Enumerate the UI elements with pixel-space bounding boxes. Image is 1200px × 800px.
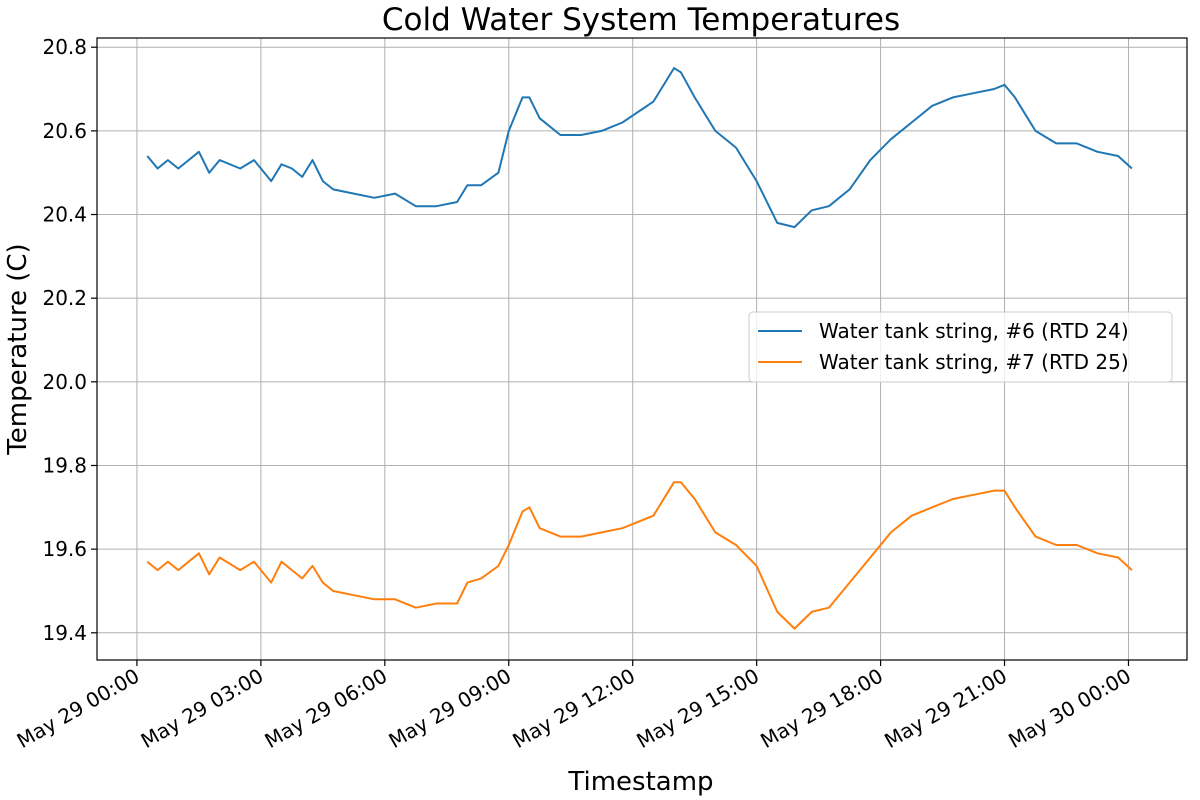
y-tick-label: 19.6 bbox=[42, 537, 87, 561]
x-tick-label: May 29 21:00 bbox=[880, 664, 1011, 753]
y-axis-title: Temperature (C) bbox=[3, 243, 33, 455]
series-line-1 bbox=[146, 481, 1133, 630]
legend-box bbox=[748, 311, 1173, 383]
chart-title: Cold Water System Temperatures bbox=[382, 2, 900, 38]
legend-label-rtd24: Water tank string, #6 (RTD 24) bbox=[819, 319, 1129, 343]
y-tick-label: 19.8 bbox=[42, 453, 87, 477]
y-tick-label: 19.4 bbox=[42, 621, 87, 645]
series-line-0 bbox=[146, 67, 1133, 229]
legend-label-rtd25: Water tank string, #7 (RTD 25) bbox=[819, 350, 1129, 374]
y-axis: 19.4 19.6 19.8 20.0 20.2 20.4 20.6 20.8 bbox=[42, 35, 97, 645]
y-tick-label: 20.0 bbox=[42, 370, 87, 394]
plot-series bbox=[146, 67, 1133, 630]
x-tick-label: May 29 18:00 bbox=[756, 664, 887, 753]
x-tick-label: May 29 12:00 bbox=[508, 664, 639, 753]
y-tick-label: 20.6 bbox=[42, 119, 87, 143]
y-tick-label: 20.4 bbox=[42, 203, 87, 227]
y-tick-label: 20.2 bbox=[42, 286, 87, 310]
x-tick-label: May 30 00:00 bbox=[1004, 664, 1135, 753]
x-axis-title: Timestamp bbox=[567, 767, 713, 797]
x-tick-label: May 29 09:00 bbox=[384, 664, 515, 753]
y-tick-label: 20.8 bbox=[42, 35, 87, 59]
x-tick-label: May 29 03:00 bbox=[137, 664, 268, 753]
x-tick-label: May 29 06:00 bbox=[261, 664, 392, 753]
x-tick-label: May 29 00:00 bbox=[13, 664, 144, 753]
x-tick-label: May 29 15:00 bbox=[632, 664, 763, 753]
plot-frame bbox=[96, 37, 1188, 661]
legend: Water tank string, #6 (RTD 24) Water tan… bbox=[748, 311, 1173, 383]
